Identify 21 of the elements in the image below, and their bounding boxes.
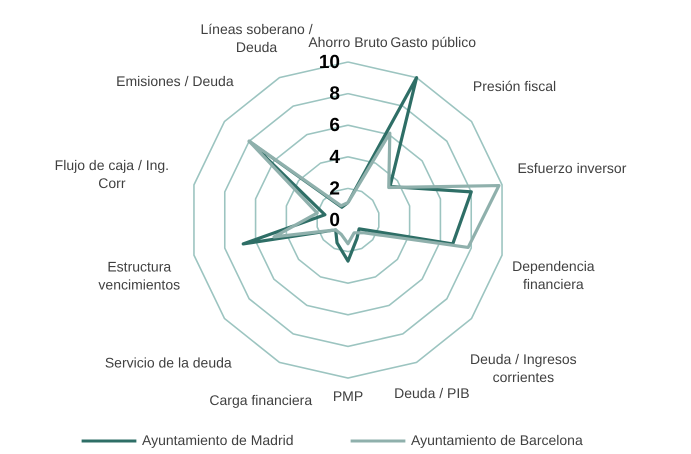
spoke-label: Dependencia financiera xyxy=(512,258,595,292)
legend-label: Ayuntamiento de Madrid xyxy=(142,432,294,448)
spoke-label: Emisiones / Deuda xyxy=(116,72,234,89)
spoke-label: Estructura vencimientos xyxy=(98,258,180,293)
y-tick-label: 2 xyxy=(329,178,340,200)
y-tick-label: 10 xyxy=(318,52,340,73)
spoke-label: Carga financiera xyxy=(209,392,312,408)
spoke-label: Esfuerzo inversor xyxy=(517,160,627,176)
spoke-label: PMP xyxy=(332,388,364,404)
spoke-label: Servicio de la deuda xyxy=(104,354,232,370)
y-tick-label: 6 xyxy=(329,115,340,136)
spoke-label: Ahorro Bruto xyxy=(308,34,388,50)
y-tick-label: 0 xyxy=(329,210,340,231)
y-tick-label: 8 xyxy=(329,84,340,105)
spoke-label: Deuda / Ingresos corrientes xyxy=(470,350,577,385)
spoke-label: Flujo de caja / Ing. Corr xyxy=(54,157,170,192)
legend-label: Ayuntamiento de Barcelona xyxy=(411,432,583,448)
spoke-label: Deuda / PIB xyxy=(394,385,470,402)
y-tick-label: 4 xyxy=(329,146,340,168)
spoke-label: Gasto público xyxy=(390,34,476,50)
spoke-label: Presión fiscal xyxy=(472,78,556,94)
